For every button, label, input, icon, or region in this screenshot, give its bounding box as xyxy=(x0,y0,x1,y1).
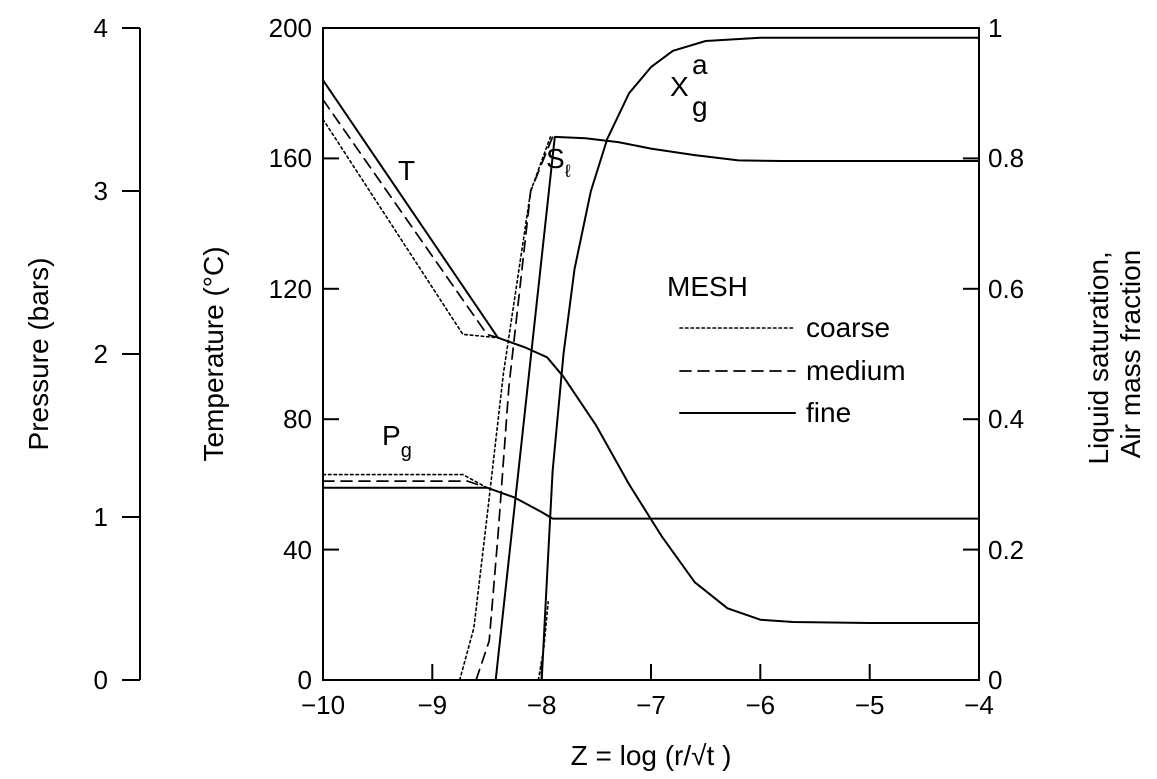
fraction-tick-label: 1 xyxy=(988,13,1002,43)
legend-label-fine: fine xyxy=(806,397,851,428)
curve-label-pg-main: P xyxy=(382,420,401,451)
pressure-tick-label: 4 xyxy=(94,13,108,43)
x-tick-label: −6 xyxy=(745,690,775,720)
x-tick-label: −7 xyxy=(636,690,666,720)
temperature-tick-label: 200 xyxy=(269,13,312,43)
x-tick-label: −8 xyxy=(527,690,557,720)
pressure-axis: 0 1 2 3 4 Pressure (bars) xyxy=(23,13,141,695)
series-sl-coarse xyxy=(458,136,552,681)
fraction-tick-label: 0 xyxy=(988,665,1002,695)
curve-label-pg: Pg xyxy=(382,420,412,462)
legend-label-coarse: coarse xyxy=(806,312,890,343)
fraction-axis: 0 0.2 0.4 0.6 0.8 1 Liquid saturation, A… xyxy=(963,13,1146,695)
fraction-tick-label: 0.2 xyxy=(988,535,1024,565)
curve-label-xga-sub: g xyxy=(692,91,708,122)
fraction-tick-label: 0.6 xyxy=(988,274,1024,304)
legend-title: MESH xyxy=(667,271,748,302)
pressure-tick-label: 1 xyxy=(94,502,108,532)
legend: MESH coarse medium fine xyxy=(667,271,906,428)
series-pg-fine xyxy=(322,486,980,520)
curves xyxy=(322,36,980,681)
series-xga-fine xyxy=(540,36,980,681)
x-axis-label: Z = log (r/√t ) xyxy=(571,740,732,771)
x-axis: −10 −9 −8 −7 −6 −5 −4 Z = log (r/√t ) xyxy=(301,664,994,771)
series-pg-coarse xyxy=(322,473,488,489)
temperature-tick-label: 0 xyxy=(298,665,312,695)
curve-label-t: T xyxy=(398,155,415,186)
fraction-tick-label: 0.8 xyxy=(988,143,1024,173)
curve-label-pg-sub: g xyxy=(401,440,412,462)
plot-frame xyxy=(322,27,980,681)
pressure-tick-label: 0 xyxy=(94,665,108,695)
series-t-fine xyxy=(322,79,980,624)
fraction-axis-label-line1: Liquid saturation, xyxy=(1083,251,1114,464)
temperature-tick-label: 40 xyxy=(283,535,312,565)
curve-label-sl-main: S xyxy=(546,143,565,174)
series-t-coarse xyxy=(322,118,499,339)
x-tick-label: −4 xyxy=(964,690,994,720)
fraction-axis-label-line2: Air mass fraction xyxy=(1115,250,1146,459)
curve-label-sl: Sℓ xyxy=(546,143,571,181)
series-xga-coarse xyxy=(537,601,549,681)
pressure-tick-label: 2 xyxy=(94,339,108,369)
temperature-tick-label: 80 xyxy=(283,404,312,434)
series-sl-fine xyxy=(494,135,980,681)
curve-label-sl-sub: ℓ xyxy=(565,161,571,181)
series-pg-medium xyxy=(322,480,488,489)
x-tick-label: −10 xyxy=(301,690,345,720)
series-t-medium xyxy=(322,98,499,339)
temperature-tick-label: 160 xyxy=(269,143,312,173)
pressure-tick-label: 3 xyxy=(94,176,108,206)
x-tick-label: −9 xyxy=(417,690,447,720)
series-sl-medium xyxy=(475,136,554,681)
x-tick-label: −5 xyxy=(855,690,885,720)
curve-label-xga-main: X xyxy=(670,71,689,102)
temperature-axis-label: Temperature (°C) xyxy=(198,246,229,461)
pressure-axis-label: Pressure (bars) xyxy=(23,258,54,451)
fraction-tick-label: 0.4 xyxy=(988,404,1024,434)
legend-label-medium: medium xyxy=(806,355,906,386)
temperature-tick-label: 120 xyxy=(269,274,312,304)
temperature-axis: 0 40 80 120 160 200 Temperature (°C) xyxy=(198,13,339,695)
curve-label-xga-sup: a xyxy=(692,49,708,80)
fraction-axis-label: Liquid saturation, Air mass fraction xyxy=(1083,243,1146,464)
